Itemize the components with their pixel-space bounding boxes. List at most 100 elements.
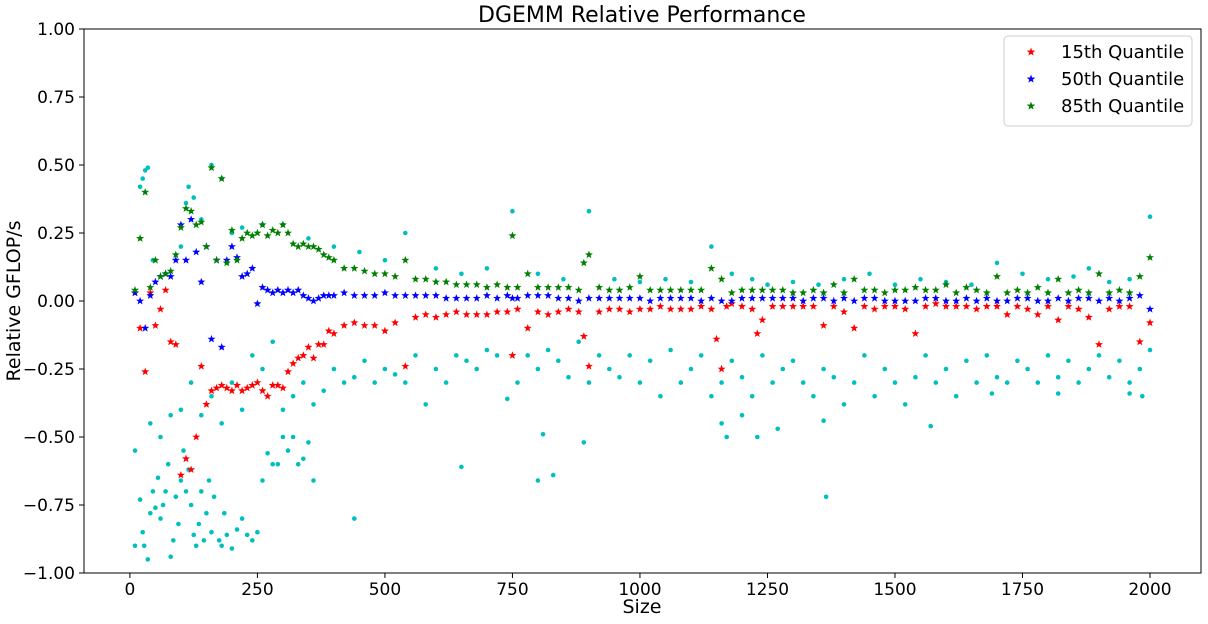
quantile-point	[268, 381, 277, 389]
quantile-point	[789, 294, 797, 302]
quantile-point	[324, 253, 333, 261]
x-tick-label: 0	[124, 580, 135, 600]
quantile-point	[171, 340, 180, 348]
scatter-point	[362, 358, 367, 364]
scatter-point	[841, 402, 847, 407]
quantile-point	[299, 351, 308, 359]
scatter-point	[137, 184, 143, 190]
quantile-point	[727, 296, 736, 305]
quantile-point	[901, 296, 910, 305]
quantile-point	[187, 207, 196, 215]
quantile-point	[513, 305, 522, 313]
quantile-point	[197, 277, 206, 286]
quantile-point	[248, 231, 257, 240]
quantile-point	[370, 291, 379, 299]
quantile-point	[340, 264, 349, 272]
scatter-point	[821, 418, 826, 424]
scatter-point	[209, 393, 214, 399]
quantile-point	[697, 296, 706, 305]
quantile-point	[891, 302, 899, 310]
quantile-point	[238, 386, 247, 395]
quantile-point	[697, 302, 706, 310]
quantile-point	[350, 318, 359, 327]
quantile-point	[212, 383, 221, 392]
scatter-point	[260, 366, 265, 372]
scatter-point	[183, 489, 189, 494]
quantile-point	[294, 285, 303, 294]
scatter-point	[581, 440, 587, 445]
quantile-point	[391, 318, 400, 327]
quantile-point	[942, 296, 950, 305]
quantile-point	[687, 294, 695, 302]
quantile-point	[579, 258, 588, 267]
quantile-point	[533, 283, 542, 291]
scatter-point	[535, 366, 541, 372]
quantile-point	[636, 305, 644, 313]
quantile-point	[278, 220, 287, 229]
series-layer	[131, 163, 1154, 479]
scatter-point	[823, 494, 829, 500]
scatter-point	[1055, 391, 1061, 396]
quantile-point	[738, 294, 746, 302]
scatter-point	[556, 358, 561, 364]
quantile-point	[523, 291, 532, 299]
legend-marker	[1026, 47, 1036, 56]
scatter-point	[403, 230, 408, 236]
quantile-point	[192, 432, 201, 441]
quantile-point	[192, 220, 201, 229]
x-tick-label: 1750	[1001, 580, 1044, 600]
scatter-point	[280, 434, 286, 440]
scatter-point	[862, 353, 867, 358]
quantile-point	[421, 275, 430, 283]
scatter-point	[755, 434, 760, 440]
scatter-point	[211, 494, 217, 500]
quantile-point	[207, 163, 216, 172]
scatter-point	[168, 554, 173, 559]
scatter-point	[270, 339, 276, 345]
quantile-point	[1013, 285, 1022, 294]
scatter-point	[709, 393, 714, 399]
quantile-point	[1115, 296, 1124, 305]
y-tick-label: −0.50	[23, 428, 75, 448]
scatter-point	[153, 505, 158, 511]
quantile-point	[268, 288, 277, 297]
quantile-point	[850, 275, 859, 283]
scatter-point	[561, 276, 566, 282]
scatter-point	[150, 489, 156, 494]
scatter-point	[663, 276, 668, 282]
quantile-point	[146, 283, 155, 291]
quantile-point	[1146, 318, 1154, 327]
quantile-point	[840, 288, 848, 297]
scatter-point	[178, 407, 184, 413]
scatter-point	[637, 380, 643, 385]
quantile-point	[380, 326, 389, 335]
quantile-point	[207, 386, 216, 395]
quantile-point	[141, 324, 150, 332]
scatter-point	[423, 402, 429, 407]
scatter-point	[306, 440, 311, 445]
quantile-point	[278, 288, 287, 297]
scatter-point	[494, 353, 500, 358]
scatter-point	[158, 434, 163, 440]
quantile-point	[646, 296, 655, 305]
quantile-point	[819, 288, 828, 297]
scatter-point	[454, 353, 459, 358]
quantile-point	[370, 269, 379, 278]
quantile-point	[595, 283, 604, 291]
quantile-point	[452, 307, 461, 316]
scatter-point	[1015, 358, 1020, 364]
quantile-point	[289, 288, 298, 297]
quantile-point	[799, 288, 808, 297]
quantile-point	[161, 285, 170, 294]
scatter-point	[239, 407, 245, 413]
quantile-point	[666, 294, 675, 302]
scatter-point	[780, 366, 786, 372]
scatter-point	[311, 478, 316, 483]
quantile-point	[697, 285, 706, 294]
quantile-point	[508, 351, 517, 359]
quantile-point	[472, 280, 481, 289]
y-tick-label: 1.00	[37, 20, 75, 40]
scatter-point	[831, 374, 837, 380]
quantile-point	[911, 296, 920, 305]
quantile-point	[243, 269, 252, 278]
